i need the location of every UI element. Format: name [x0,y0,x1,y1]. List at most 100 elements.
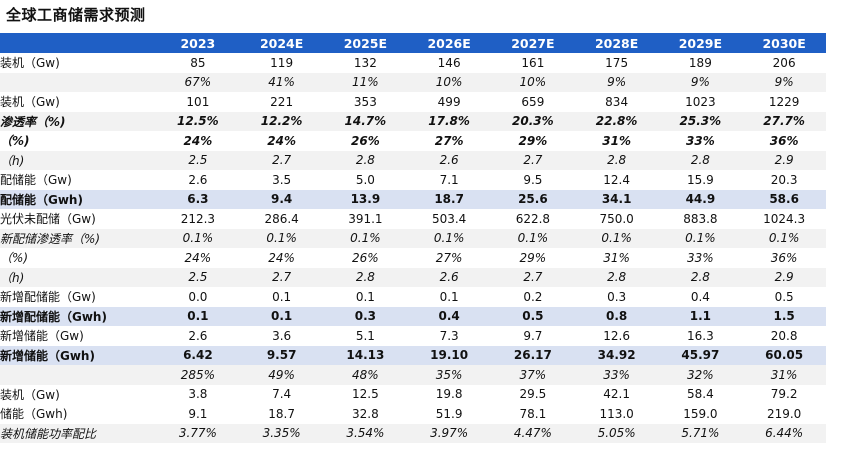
value-cell: 85 [190,55,206,70]
value-cell: 212.3 [180,211,216,226]
value-cell: 25.3% [679,114,722,129]
table-row: （%) 24% 24% 26% 27% 29% 31% 33% 36% [0,248,826,268]
value-cell: 0.1% [517,231,549,246]
value-cell: 113.0 [599,406,634,421]
row-label: 光伏未配储（Gw) [0,212,96,227]
value-cell: 0.1% [350,231,381,246]
value-cell: 11% [352,75,379,90]
header-year-cell: 2024E [259,35,304,51]
value-cell: 5.05% [597,426,636,441]
table-row: 装机（Gw) 85 119 132 146 161 175 189 206 [0,53,826,73]
value-cell: 58.6 [769,192,799,207]
value-cell: 101 [186,94,210,109]
value-cell: 1.1 [689,309,711,324]
value-cell: 79.2 [770,387,798,402]
table-row: 储能（Gwh) 9.1 18.7 32.8 51.9 78.1 113.0 159.0 219.… [0,404,826,424]
value-cell: 27% [434,133,464,148]
value-cell: 25.6 [518,192,548,207]
value-cell: 45.97 [681,348,720,363]
value-cell: 36% [770,250,798,265]
header-year-cell: 2028E [594,35,639,51]
value-cell: 0.1 [355,289,375,304]
row-label: （%) [0,134,30,149]
table-row: 配储能（Gw) 2.6 3.5 5.0 7.1 9.5 12.4 15.9 20.3 [0,170,826,190]
value-cell: 78.1 [519,406,547,421]
value-cell: 67% [184,75,212,90]
table-row: 渗透率（%) 12.5% 12.2% 14.7% 17.8% 20.3% 22.8% 25.3… [0,111,826,131]
value-cell: 29% [519,250,547,265]
value-cell: 24% [183,133,213,148]
header-year-cell: 2023 [180,35,216,51]
row-label: 新增储能（Gwh) [0,348,95,363]
header-year-cell: 2027E [511,35,555,51]
value-cell: 221 [270,94,294,109]
value-cell: 16.3 [687,328,714,343]
value-cell: 9.7 [523,328,543,343]
value-cell: 26% [351,133,380,148]
value-cell: 33% [686,133,715,148]
row-label: 装机（Gw) [0,387,60,402]
value-cell: 49% [268,367,295,382]
table-row: 装机储能功率配比 3.77% 3.35% 3.54% 3.97% 4.47% 5.05% 5.… [0,423,826,443]
value-cell: 9.1 [188,406,208,421]
value-cell: 206 [772,55,796,70]
value-cell: 41% [268,75,295,90]
value-cell: 2.5 [188,153,208,168]
value-cell: 22.8% [595,114,638,129]
value-cell: 32% [687,367,714,382]
value-cell: 132 [353,55,377,70]
value-cell: 0.1 [187,309,209,324]
value-cell: 3.8 [188,387,208,402]
value-cell: 146 [437,55,461,70]
table-row: 新增配储能（Gwh) 0.1 0.1 0.3 0.4 0.5 0.8 1.1 1.5 [0,306,826,326]
value-cell: 31% [770,367,798,382]
value-cell: 27% [435,250,463,265]
value-cell: 0.3 [607,289,627,304]
value-cell: 0.2 [523,289,543,304]
table-row: （%) 24% 24% 26% 27% 29% 31% 33% 36% [0,131,826,151]
value-cell: 0.1% [433,231,465,246]
value-cell: 12.2% [260,114,303,129]
value-cell: 19.10 [430,348,469,363]
value-cell: 2.8 [355,153,375,168]
header-row: 2023 2024E 2025E 2026E 2027E 2028E 2029E 2030E [0,33,826,53]
row-label: （h) [0,270,25,285]
value-cell: 0.1 [272,289,292,304]
value-cell: 26.17 [513,348,552,363]
value-cell: 5.71% [681,426,720,441]
table-row: 新增储能（Gwh) 6.42 9.57 14.13 19.10 26.17 34.92 45.… [0,345,826,365]
value-cell: 391.1 [348,211,383,226]
value-cell: 12.5% [177,114,219,129]
table-body: 装机（Gw) 85 119 132 146 161 175 189 206 67% 41% 11% 10… [0,53,826,443]
value-cell: 1229 [768,94,800,109]
row-label: 装机储能功率配比 [0,426,97,441]
value-cell: 36% [769,133,799,148]
value-cell: 29.5 [519,387,547,402]
value-cell: 2.7 [523,153,543,168]
row-label [0,365,156,385]
value-cell: 58.4 [687,387,714,402]
value-cell: 3.6 [272,328,292,343]
value-cell: 5.1 [355,328,375,343]
row-label: （%) [0,251,29,266]
value-cell: 2.8 [607,153,627,168]
value-cell: 750.0 [599,211,634,226]
value-cell: 2.5 [188,270,208,285]
value-cell: 60.05 [765,348,804,363]
value-cell: 161 [521,55,545,70]
value-cell: 12.5 [352,387,379,402]
row-label: 新增配储能（Gw) [0,290,96,305]
value-cell: 9% [690,75,710,90]
value-cell: 0.1% [601,231,632,246]
table-row: 装机（Gw) 3.8 7.4 12.5 19.8 29.5 42.1 58.4 79.2 [0,385,826,405]
value-cell: 14.13 [346,348,385,363]
value-cell: 9.57 [266,348,297,363]
value-cell: 24% [267,133,296,148]
value-cell: 7.4 [272,387,292,402]
row-label: 新增储能（Gw) [0,329,84,344]
table-row: 装机（Gw) 101 221 353 499 659 834 1023 1229 [0,92,826,112]
value-cell: 34.92 [597,348,636,363]
value-cell: 2.6 [188,328,208,343]
table-row: 新增配储能（Gw) 0.0 0.1 0.1 0.1 0.2 0.3 0.4 0.5 [0,287,826,307]
value-cell: 9.4 [270,192,293,207]
